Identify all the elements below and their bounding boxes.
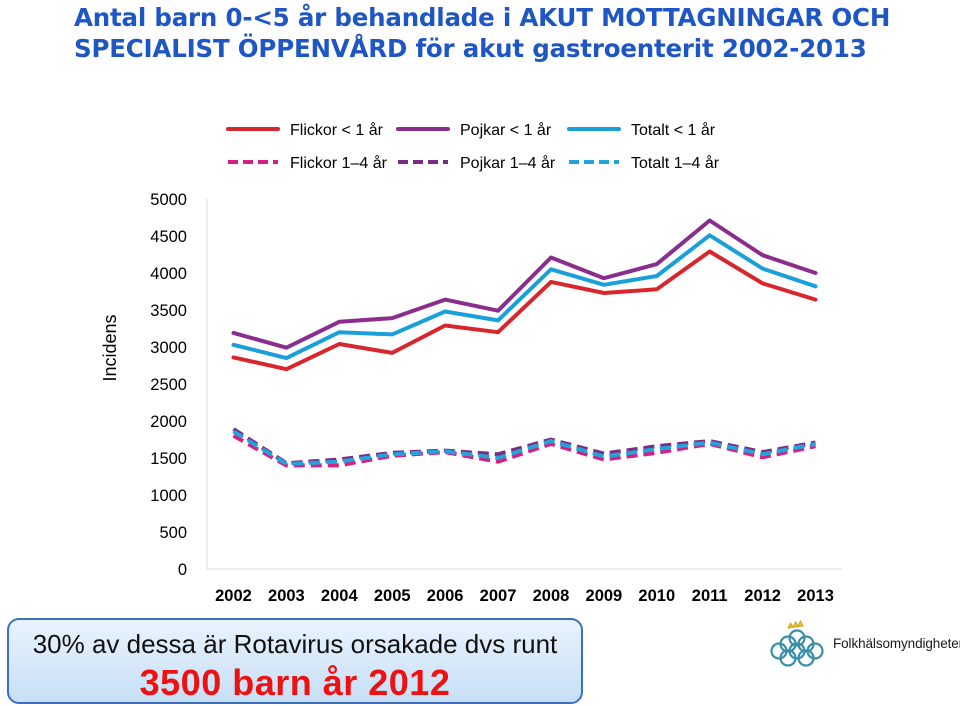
y-tick-label: 0 <box>178 561 187 579</box>
y-tick-label: 2000 <box>150 413 187 431</box>
legend-label: Flickor < 1 år <box>290 121 384 139</box>
legend-label: Flickor 1–4 år <box>290 154 388 172</box>
y-axis-label: Incidens <box>100 314 120 381</box>
x-axis-ticks: 2002 2003 2004 2005 2006 2007 2008 2009 2010 2011… <box>215 587 834 605</box>
series-line <box>232 434 816 468</box>
x-tick-label: 2008 <box>533 587 570 605</box>
legend-label: Totalt 1–4 år <box>631 154 720 172</box>
y-tick-label: 4000 <box>150 265 187 283</box>
y-axis-ticks: 0 500 1000 1500 2000 2500 3000 3500 4000 4500 5000 <box>150 191 187 579</box>
x-tick-label: 2009 <box>586 587 623 605</box>
agency-logo: Folkhälsomyndigheten <box>766 618 960 670</box>
y-tick-label: 3000 <box>150 339 187 357</box>
series-line <box>231 233 818 361</box>
y-tick-label: 4500 <box>150 228 187 246</box>
x-tick-label: 2007 <box>480 587 517 605</box>
line-chart: Flickor < 1 år Pojkar < 1 år Totalt < 1 år… <box>100 121 842 605</box>
callout-box: 30% av dessa är Rotavirus orsakade dvs r… <box>7 618 583 704</box>
x-tick-label: 2010 <box>638 587 675 605</box>
page-title: Antal barn 0-<5 år behandlade i AKUT MOT… <box>74 2 890 64</box>
x-tick-label: 2005 <box>374 587 411 605</box>
agency-name: Folkhälsomyndigheten <box>833 636 960 651</box>
series-line <box>232 429 816 466</box>
y-tick-label: 2500 <box>150 376 187 394</box>
series-line <box>231 218 818 350</box>
y-tick-label: 5000 <box>150 191 187 209</box>
x-tick-label: 2013 <box>797 587 834 605</box>
chart-legend: Flickor < 1 år Pojkar < 1 år Totalt < 1 år… <box>226 121 720 172</box>
callout-highlight: 3500 barn år 2012 <box>139 662 451 703</box>
legend-label: Pojkar < 1 år <box>460 121 552 139</box>
x-tick-label: 2011 <box>692 587 728 605</box>
knot-crown-logo-icon <box>770 619 824 667</box>
chart-series <box>231 218 818 468</box>
series-line <box>231 249 818 372</box>
title-line-1: Antal barn 0-<5 år behandlade i AKUT MOT… <box>74 3 891 32</box>
x-tick-label: 2012 <box>744 587 781 605</box>
y-tick-label: 1000 <box>150 487 187 505</box>
x-tick-label: 2006 <box>427 587 464 605</box>
legend-label: Totalt < 1 år <box>631 121 716 139</box>
y-tick-label: 1500 <box>150 450 187 468</box>
x-tick-label: 2004 <box>321 587 359 605</box>
y-tick-label: 3500 <box>150 302 187 320</box>
legend-label: Pojkar 1–4 år <box>460 154 556 172</box>
y-tick-label: 500 <box>159 524 187 542</box>
x-tick-label: 2003 <box>268 587 305 605</box>
x-tick-label: 2002 <box>215 587 252 605</box>
callout-text: 30% av dessa är Rotavirus orsakade dvs r… <box>32 629 558 659</box>
title-line-2: SPECIALIST ÖPPENVÅRD för akut gastroente… <box>74 34 867 63</box>
